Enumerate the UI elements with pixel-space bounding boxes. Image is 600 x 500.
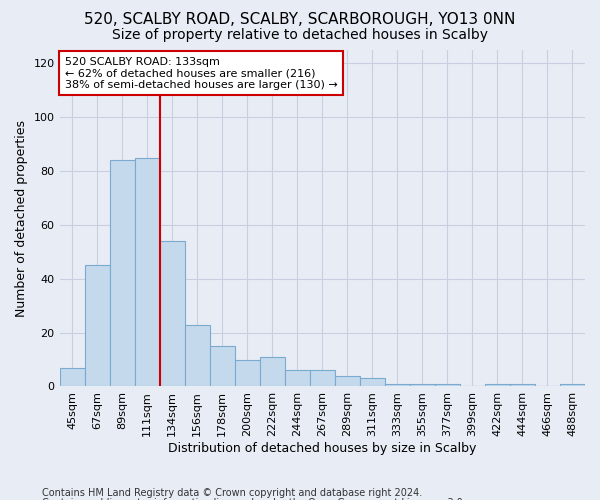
Text: Contains public sector information licensed under the Open Government Licence v3: Contains public sector information licen… (42, 498, 466, 500)
Bar (285, 370, 310, 386)
Bar (85, 266, 110, 386)
Bar (160, 241, 185, 386)
X-axis label: Distribution of detached houses by size in Scalby: Distribution of detached houses by size … (168, 442, 476, 455)
Bar (385, 384, 410, 386)
Bar (209, 346, 235, 387)
Bar (510, 384, 535, 386)
Text: 520 SCALBY ROAD: 133sqm
← 62% of detached houses are smaller (216)
38% of semi-d: 520 SCALBY ROAD: 133sqm ← 62% of detache… (65, 56, 338, 90)
Text: Contains HM Land Registry data © Crown copyright and database right 2024.: Contains HM Land Registry data © Crown c… (42, 488, 422, 498)
Bar (485, 384, 510, 386)
Bar (410, 384, 435, 386)
Bar (185, 324, 209, 386)
Bar (110, 160, 134, 386)
Bar (310, 370, 335, 386)
Text: 520, SCALBY ROAD, SCALBY, SCARBOROUGH, YO13 0NN: 520, SCALBY ROAD, SCALBY, SCARBOROUGH, Y… (85, 12, 515, 28)
Y-axis label: Number of detached properties: Number of detached properties (15, 120, 28, 316)
Bar (260, 357, 285, 386)
Text: Size of property relative to detached houses in Scalby: Size of property relative to detached ho… (112, 28, 488, 42)
Bar (335, 376, 360, 386)
Bar (134, 158, 160, 386)
Bar (435, 384, 460, 386)
Bar (560, 384, 585, 386)
Bar (360, 378, 385, 386)
Bar (59, 368, 85, 386)
Bar (235, 360, 260, 386)
